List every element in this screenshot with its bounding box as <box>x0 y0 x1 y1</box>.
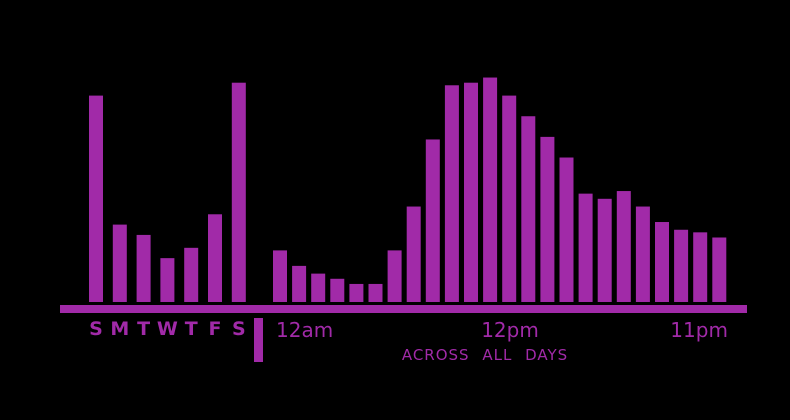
day-label-3: T <box>137 318 151 340</box>
hour-bar-21 <box>655 222 669 302</box>
hour-bar-23 <box>693 232 708 302</box>
day-bar-1 <box>89 95 103 302</box>
hour-tick-label-12am: 12am <box>276 318 334 342</box>
hour-bar-1 <box>273 250 287 302</box>
day-bar-2 <box>112 224 127 302</box>
hour-bar-24 <box>712 237 727 302</box>
day-label-2: M <box>110 318 130 340</box>
hour-bar-9 <box>425 139 440 302</box>
hour-bar-4 <box>330 278 345 302</box>
hour-bar-3 <box>311 273 326 302</box>
hour-bar-7 <box>387 250 402 302</box>
day-bar-7 <box>231 82 246 302</box>
day-bar-6 <box>208 214 222 302</box>
hour-bar-15 <box>540 136 555 302</box>
day-bar-3 <box>136 234 151 302</box>
hour-bar-5 <box>349 283 364 302</box>
hour-bar-16 <box>559 157 574 302</box>
hour-tick-label-12pm: 12pm <box>481 318 539 342</box>
days-hours-divider <box>254 318 263 362</box>
hour-bar-12 <box>483 77 498 302</box>
hour-tick-label-11pm: 11pm <box>670 318 728 342</box>
day-label-4: W <box>156 318 178 340</box>
day-label-5: T <box>184 318 198 340</box>
day-label-7: S <box>231 318 246 340</box>
hour-bars <box>273 77 727 303</box>
hour-bar-18 <box>597 198 612 302</box>
hour-bar-20 <box>635 206 650 302</box>
hour-bar-14 <box>521 116 536 303</box>
hour-bar-11 <box>464 82 478 302</box>
day-bar-4 <box>160 258 175 302</box>
day-bars <box>89 82 246 302</box>
hour-bar-17 <box>578 193 593 302</box>
x-axis-caption: ACROSS ALL DAYS <box>401 346 569 364</box>
hour-bar-13 <box>502 95 517 302</box>
hour-bar-22 <box>674 229 689 302</box>
hour-bar-8 <box>406 206 421 302</box>
hour-bar-6 <box>368 283 383 302</box>
x-axis-baseline <box>60 305 747 313</box>
hour-bar-10 <box>444 85 459 302</box>
day-label-6: F <box>208 318 222 340</box>
hour-bar-19 <box>616 191 631 302</box>
day-bar-5 <box>184 247 199 302</box>
hour-bar-2 <box>292 265 307 302</box>
day-label-1: S <box>89 318 103 340</box>
